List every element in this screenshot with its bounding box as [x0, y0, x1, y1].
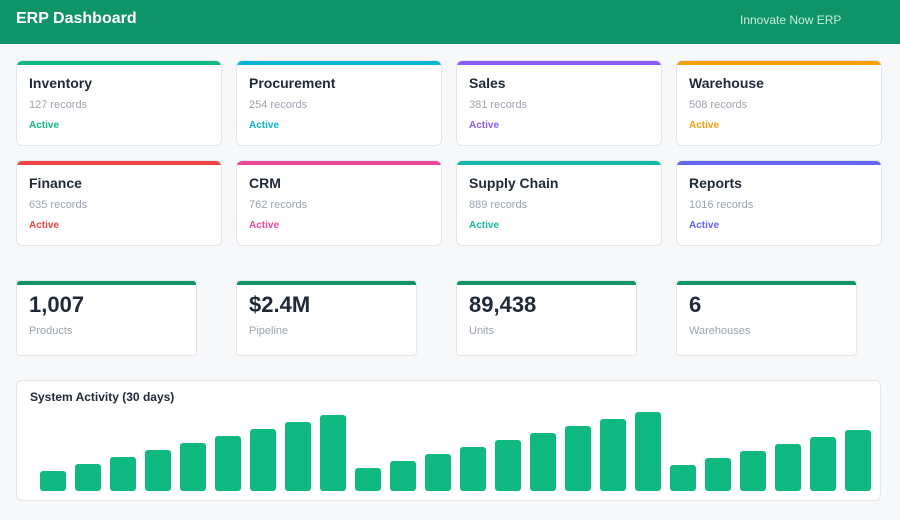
- activity-bar: [75, 464, 101, 491]
- module-name: CRM: [249, 175, 281, 191]
- module-accent-bar: [677, 61, 881, 65]
- stat-value: 89,438: [469, 292, 537, 317]
- activity-bar: [215, 436, 241, 491]
- module-record-count: 762 records: [249, 199, 308, 211]
- activity-bar: [180, 443, 206, 491]
- stat-accent-bar: [17, 281, 196, 285]
- stat-card-products: 1,007 Products: [16, 280, 197, 356]
- app-header: ERP Dashboard Innovate Now ERP: [0, 0, 900, 44]
- module-card-supply-chain[interactable]: Supply Chain 889 records Active: [456, 160, 662, 246]
- module-status-badge: Active: [29, 120, 60, 131]
- activity-bar: [145, 450, 171, 491]
- activity-bar: [285, 422, 311, 491]
- activity-bar: [845, 430, 871, 491]
- activity-bar: [530, 433, 556, 491]
- chart-title: System Activity (30 days): [30, 390, 175, 404]
- activity-bar: [425, 454, 451, 491]
- module-accent-bar: [457, 61, 661, 65]
- activity-bar: [40, 471, 66, 491]
- activity-bar: [390, 461, 416, 491]
- module-record-count: 127 records: [29, 99, 88, 111]
- module-card-finance[interactable]: Finance 635 records Active: [16, 160, 222, 246]
- module-accent-bar: [677, 161, 881, 165]
- module-accent-bar: [237, 61, 441, 65]
- activity-bar: [635, 412, 661, 491]
- module-card-sales[interactable]: Sales 381 records Active: [456, 60, 662, 146]
- module-accent-bar: [237, 161, 441, 165]
- module-status-badge: Active: [469, 120, 500, 131]
- activity-bar: [565, 426, 591, 491]
- module-accent-bar: [17, 161, 221, 165]
- module-record-count: 635 records: [29, 199, 88, 211]
- activity-bar: [670, 465, 696, 491]
- module-accent-bar: [17, 61, 221, 65]
- activity-chart-card: System Activity (30 days): [16, 380, 881, 501]
- module-status-badge: Active: [249, 220, 280, 231]
- activity-bar: [320, 415, 346, 491]
- stat-label: Products: [29, 325, 73, 337]
- module-status-badge: Active: [249, 120, 280, 131]
- module-card-reports[interactable]: Reports 1016 records Active: [676, 160, 882, 246]
- stat-accent-bar: [237, 281, 416, 285]
- module-name: Finance: [29, 175, 82, 191]
- activity-bar: [460, 447, 486, 491]
- stat-card-units: 89,438 Units: [456, 280, 637, 356]
- module-status-badge: Active: [689, 220, 720, 231]
- stat-value: $2.4M: [249, 292, 311, 317]
- stat-card-warehouses: 6 Warehouses: [676, 280, 857, 356]
- module-status-badge: Active: [29, 220, 60, 231]
- stat-accent-bar: [457, 281, 636, 285]
- stat-label: Warehouses: [689, 325, 751, 337]
- activity-bar: [250, 429, 276, 491]
- activity-bar: [600, 419, 626, 491]
- module-record-count: 889 records: [469, 199, 528, 211]
- activity-bar: [110, 457, 136, 491]
- module-record-count: 381 records: [469, 99, 528, 111]
- module-status-badge: Active: [689, 120, 720, 131]
- module-name: Warehouse: [689, 75, 764, 91]
- stat-accent-bar: [677, 281, 856, 285]
- module-name: Procurement: [249, 75, 336, 91]
- activity-bar: [775, 444, 801, 491]
- activity-bar: [705, 458, 731, 491]
- activity-bar: [495, 440, 521, 491]
- stat-label: Units: [469, 325, 495, 337]
- stat-value: 1,007: [29, 292, 85, 317]
- module-record-count: 508 records: [689, 99, 748, 111]
- brand-link[interactable]: Innovate Now ERP: [740, 13, 842, 27]
- activity-bar: [810, 437, 836, 491]
- module-name: Inventory: [29, 75, 93, 91]
- module-name: Reports: [689, 175, 742, 191]
- module-card-inventory[interactable]: Inventory 127 records Active: [16, 60, 222, 146]
- activity-bar-chart: [40, 412, 871, 491]
- activity-bar: [355, 468, 381, 491]
- app-title: ERP Dashboard: [16, 10, 137, 27]
- stat-label: Pipeline: [249, 325, 289, 337]
- stat-value: 6: [689, 292, 702, 317]
- module-name: Supply Chain: [469, 175, 559, 191]
- module-status-badge: Active: [469, 220, 500, 231]
- stat-card-pipeline: $2.4M Pipeline: [236, 280, 417, 356]
- module-card-procurement[interactable]: Procurement 254 records Active: [236, 60, 442, 146]
- module-record-count: 1016 records: [689, 199, 754, 211]
- activity-bar: [740, 451, 766, 491]
- module-card-warehouse[interactable]: Warehouse 508 records Active: [676, 60, 882, 146]
- module-card-crm[interactable]: CRM 762 records Active: [236, 160, 442, 246]
- module-accent-bar: [457, 161, 661, 165]
- module-record-count: 254 records: [249, 99, 308, 111]
- module-name: Sales: [469, 75, 506, 91]
